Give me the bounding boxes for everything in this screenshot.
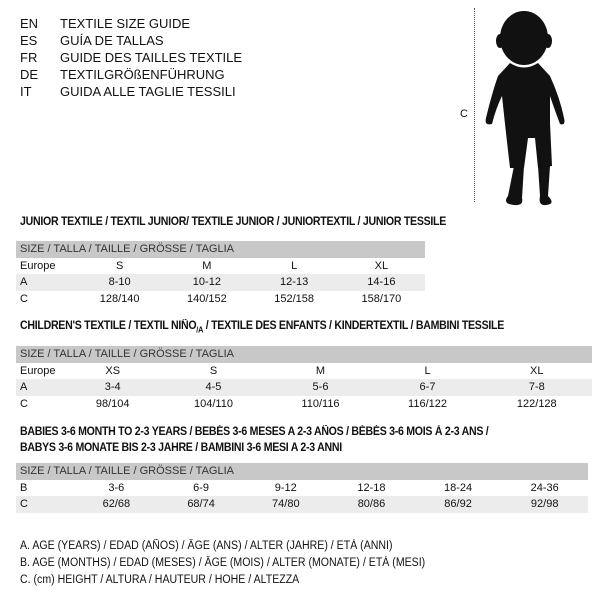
size-header: SIZE / TALLA / TAILLE / GRÖSSE / TAGLIA — [16, 241, 425, 258]
cell: S — [115, 259, 124, 272]
row-label: Europe — [20, 259, 56, 272]
table-row: A 3-4 4-5 5-6 6-7 7-8 — [16, 379, 592, 396]
row-label: C — [20, 397, 28, 410]
cell: 152/158 — [274, 292, 314, 305]
cell: 140/152 — [186, 292, 227, 305]
cell: 10-12 — [163, 274, 251, 291]
cell: 18-24 — [443, 481, 473, 494]
table-row: Europe S M L XL — [16, 258, 425, 275]
cell: XL — [530, 364, 544, 377]
height-measure-line — [474, 8, 475, 202]
babies-section-title-line1: BABIES 3-6 MONTH TO 2-3 YEARS / BEBÉS 3-… — [20, 426, 489, 438]
children-size-table: SIZE / TALLA / TAILLE / GRÖSSE / TAGLIA … — [16, 346, 592, 412]
table-row: C 128/140 140/152 152/158 158/170 — [16, 291, 425, 308]
title-sub: /A — [196, 325, 204, 335]
height-measure-label: C — [460, 108, 468, 120]
cell: 24-36 — [530, 481, 559, 494]
size-header: SIZE / TALLA / TAILLE / GRÖSSE / TAGLIA — [16, 463, 588, 480]
row-label: C — [20, 292, 28, 305]
cell: 12-13 — [250, 274, 338, 291]
cell: 80/86 — [328, 496, 415, 513]
cell: M — [202, 259, 212, 272]
table-row: C 62/68 68/74 74/80 80/86 86/92 92/98 — [16, 496, 588, 513]
cell: 86/92 — [414, 496, 502, 513]
row-label: C — [16, 496, 74, 513]
cell: 116/122 — [408, 397, 447, 410]
cell: L — [424, 364, 431, 377]
row-label: Europe — [20, 364, 56, 377]
legend-b: B. AGE (MONTHS) / EDAD (MESES) / ÂGE (MO… — [20, 557, 426, 569]
cell: 98/104 — [95, 397, 130, 410]
size-header: SIZE / TALLA / TAILLE / GRÖSSE / TAGLIA — [16, 346, 592, 363]
title-part: CHILDREN'S TEXTILE / TEXTIL NIÑO — [20, 320, 197, 332]
child-silhouette-icon — [485, 11, 565, 206]
table-row: Europe XS S M L XL — [16, 363, 592, 380]
table-row: B 3-6 6-9 9-12 12-18 18-24 24-36 — [16, 480, 588, 497]
cell: 14-16 — [337, 274, 425, 291]
table-header-row: SIZE / TALLA / TAILLE / GRÖSSE / TAGLIA — [16, 346, 592, 363]
title-part: / TEXTILE DES ENFANTS / KINDERTEXTIL / B… — [203, 320, 505, 332]
cell: 158/170 — [361, 292, 402, 305]
language-en: EN TEXTILE SIZE GUIDE — [20, 16, 191, 31]
language-it: IT GUIDA ALLE TAGLIE TESSILI — [20, 84, 236, 99]
junior-size-table: SIZE / TALLA / TAILLE / GRÖSSE / TAGLIA … — [16, 241, 425, 307]
babies-size-table: SIZE / TALLA / TAILLE / GRÖSSE / TAGLIA … — [16, 463, 588, 513]
cell: 6-7 — [373, 379, 482, 396]
cell: XS — [105, 364, 121, 377]
children-section-title: CHILDREN'S TEXTILE / TEXTIL NIÑO/A / TEX… — [20, 320, 504, 334]
row-label: B — [20, 481, 28, 494]
cell: L — [291, 259, 298, 272]
cell: S — [209, 364, 218, 377]
junior-section-title: JUNIOR TEXTILE / TEXTIL JUNIOR/ TEXTILE … — [20, 216, 447, 228]
cell: 104/110 — [194, 397, 233, 410]
cell: M — [315, 364, 326, 377]
cell: 6-9 — [193, 481, 210, 494]
cell: 128/140 — [99, 292, 140, 305]
table-header-row: SIZE / TALLA / TAILLE / GRÖSSE / TAGLIA — [16, 463, 588, 480]
cell: XL — [374, 259, 389, 272]
row-label: A — [16, 274, 76, 291]
language-es: ES GUÍA DE TALLAS — [20, 33, 164, 48]
cell: 68/74 — [158, 496, 244, 513]
legend-a: A. AGE (YEARS) / EDAD (AÑOS) / ÂGE (ANS)… — [20, 540, 393, 552]
cell: 8-10 — [76, 274, 164, 291]
language-fr: FR GUIDE DES TAILLES TEXTILE — [20, 50, 243, 65]
babies-section-title-line2: BABYS 3-6 MONATE BIS 2-3 JAHRE / BAMBINI… — [20, 442, 342, 454]
cell: 3-6 — [108, 481, 125, 494]
cell: 92/98 — [501, 496, 588, 513]
cell: 12-18 — [357, 481, 386, 494]
cell: 9-12 — [274, 481, 297, 494]
cell: 7-8 — [481, 379, 592, 396]
language-de: DE TEXTILGRÖßENFÜHRUNG — [20, 67, 225, 82]
cell: 62/68 — [74, 496, 159, 513]
cell: 5-6 — [267, 379, 374, 396]
row-label: A — [16, 379, 66, 396]
cell: 74/80 — [243, 496, 329, 513]
table-row: A 8-10 10-12 12-13 14-16 — [16, 274, 425, 291]
cell: 110/116 — [301, 397, 340, 410]
table-row: C 98/104 104/110 110/116 116/122 122/128 — [16, 396, 592, 413]
cell: 3-4 — [66, 379, 160, 396]
table-header-row: SIZE / TALLA / TAILLE / GRÖSSE / TAGLIA — [16, 241, 425, 258]
legend-c: C. (cm) HEIGHT / ALTURA / HAUTEUR / HÖHE… — [20, 574, 300, 586]
cell: 122/128 — [516, 397, 557, 410]
cell: 4-5 — [159, 379, 268, 396]
